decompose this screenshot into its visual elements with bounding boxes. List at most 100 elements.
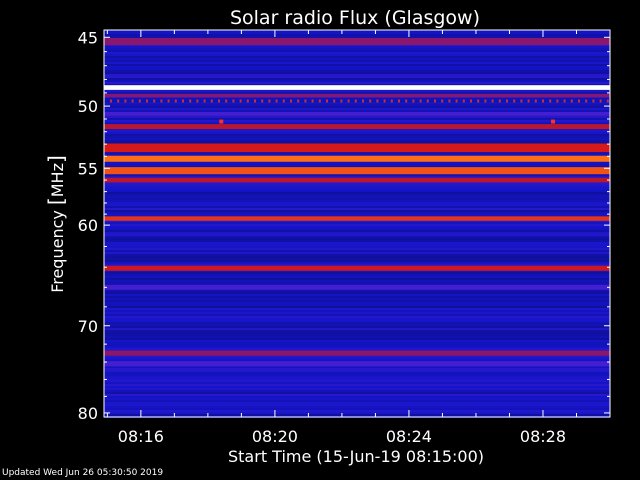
background-row: [104, 104, 610, 106]
background-row: [104, 188, 610, 190]
background-row: [104, 340, 610, 342]
background-row: [104, 394, 610, 396]
background-row: [104, 186, 610, 188]
background-row: [104, 298, 610, 300]
background-row: [104, 212, 610, 214]
background-row: [104, 244, 610, 246]
interference-dot: [534, 99, 537, 103]
background-row: [104, 72, 610, 74]
background-row: [104, 152, 610, 154]
y-tick-label: 55: [78, 159, 98, 178]
spectrogram-plot: [104, 30, 610, 418]
background-row: [104, 336, 610, 338]
interference-dot: [470, 99, 472, 103]
background-row: [104, 184, 610, 186]
interference-dot: [570, 99, 573, 103]
interference-dot: [225, 99, 228, 103]
background-row: [104, 220, 610, 222]
frequency-band: [104, 361, 610, 367]
background-row: [104, 270, 610, 272]
x-tick-label: 08:16: [118, 427, 164, 446]
background-row: [104, 154, 610, 156]
frequency-band: [104, 38, 610, 46]
background-row: [104, 276, 610, 278]
background-row: [104, 222, 610, 224]
interference-dot: [585, 99, 588, 103]
updated-timestamp: Updated Wed Jun 26 05:30:50 2019: [2, 468, 164, 478]
background-row: [104, 192, 610, 194]
burst-spot: [219, 119, 224, 124]
x-tick-label: 08:24: [386, 427, 432, 446]
background-row: [104, 194, 610, 196]
interference-dot: [513, 99, 516, 103]
interference-dot: [203, 99, 206, 103]
background-row: [104, 252, 610, 254]
interference-dot: [153, 99, 156, 103]
background-row: [104, 48, 610, 50]
background-row: [104, 324, 610, 326]
background-row: [104, 312, 610, 314]
background-row: [104, 322, 610, 324]
background-row: [104, 346, 610, 348]
background-row: [104, 368, 610, 370]
background-row: [104, 262, 610, 264]
frequency-band: [104, 93, 610, 98]
background-row: [104, 60, 610, 62]
frequency-band: [104, 216, 610, 221]
frequency-band: [104, 124, 610, 130]
background-row: [104, 138, 610, 140]
background-row: [104, 82, 610, 84]
interference-dot: [354, 99, 357, 103]
interference-dot: [549, 99, 552, 103]
background-row: [104, 90, 610, 92]
interference-dot: [182, 99, 184, 103]
background-row: [104, 162, 610, 164]
interference-dot: [311, 99, 314, 103]
interference-dot: [124, 99, 127, 103]
background-row: [104, 408, 610, 410]
interference-dot: [527, 99, 530, 103]
background-row: [104, 282, 610, 284]
x-tick-label: 08:28: [520, 427, 566, 446]
background-row: [104, 52, 610, 54]
background-row: [104, 132, 610, 134]
background-row: [104, 236, 610, 238]
background-row: [104, 140, 610, 142]
background-row: [104, 314, 610, 316]
background-row: [104, 228, 610, 230]
background-row: [104, 260, 610, 262]
background-row: [104, 246, 610, 248]
interference-dot: [160, 99, 163, 103]
background-row: [104, 208, 610, 210]
background-row: [104, 232, 610, 234]
background-row: [104, 382, 610, 384]
background-row: [104, 118, 610, 120]
background-row: [104, 366, 610, 368]
background-row: [104, 80, 610, 82]
background-row: [104, 234, 610, 236]
background-row: [104, 414, 610, 416]
interference-dot: [426, 99, 429, 103]
interference-dot: [383, 99, 386, 103]
background-row: [104, 334, 610, 336]
interference-dot: [297, 99, 300, 103]
background-row: [104, 206, 610, 208]
x-axis-label: Start Time (15-Jun-19 08:15:00): [228, 447, 484, 466]
interference-dot: [498, 99, 501, 103]
background-row: [104, 110, 610, 112]
background-row: [104, 356, 610, 358]
background-row: [104, 66, 610, 68]
background-row: [104, 106, 610, 108]
background-row: [104, 176, 610, 178]
interference-dot: [196, 99, 199, 103]
background-row: [104, 402, 610, 404]
interference-dot: [563, 99, 566, 103]
burst-spot: [551, 119, 556, 124]
background-row: [104, 292, 610, 294]
background-row: [104, 342, 610, 344]
interference-dot: [239, 99, 242, 103]
plot-frame: [103, 29, 611, 418]
background-row: [104, 300, 610, 302]
interference-dot: [304, 99, 307, 103]
background-row: [104, 326, 610, 328]
